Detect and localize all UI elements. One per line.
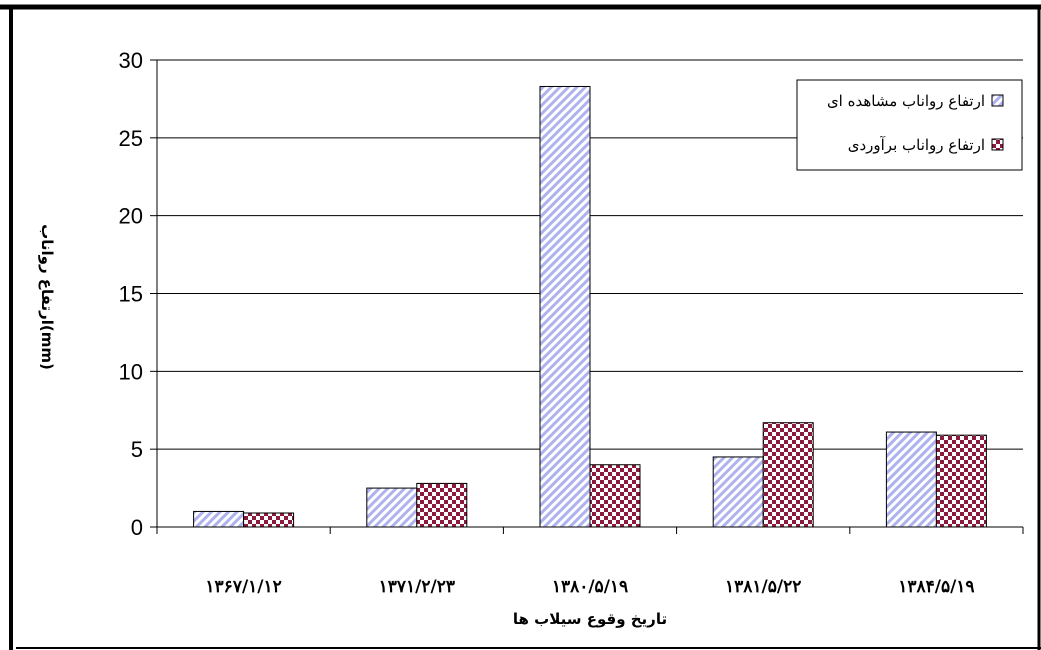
y-tick-label: 5 [131,437,143,462]
y-tick-label: 25 [119,126,143,151]
axes: 0 5 10 15 20 25 30 ۱۳۶۷/۱/۱۲ ۱۳۷۱/۲/۲۳ ۱۳۸۰/۵/۱۹ ۱… [119,48,1024,597]
bar-estimated [243,512,295,528]
bar-observed [885,431,937,528]
bars [193,85,987,528]
x-tick-label: ۱۳۸۰/۵/۱۹ [552,577,628,597]
legend-swatch-estimated [991,138,1004,151]
bar-observed [193,510,245,528]
bar-estimated [589,464,641,528]
y-tick-label: 10 [119,359,143,384]
y-tick-label: 0 [131,515,143,540]
legend-swatch-observed [991,94,1004,107]
legend-box [796,79,1023,171]
x-tick-label: ۱۳۶۷/۱/۱۲ [205,577,281,597]
y-tick-label: 20 [119,204,143,229]
bar-observed [539,85,591,528]
y-axis-title: ارتفاع رواناب(mm) [38,224,56,370]
y-tick-label: 30 [119,48,143,73]
legend: ارتفاع رواناب مشاهده ای ارتفاع رواناب بر… [796,79,1023,171]
y-tick-label: 15 [119,282,143,307]
legend-label-observed: ارتفاع رواناب مشاهده ای [827,92,985,110]
x-tick-label: ۱۳۸۱/۵/۲۲ [725,577,801,597]
bar-estimated [762,422,814,528]
x-tick-label: ۱۳۷۱/۲/۲۳ [379,577,455,597]
bar-estimated [935,434,987,528]
x-tick-label: ۱۳۸۴/۵/۱۹ [898,577,974,597]
bar-observed [712,456,764,528]
bar-observed [366,487,418,528]
x-axis-title: تاریخ وقوع سیلاب ها [513,610,667,628]
legend-label-estimated: ارتفاع رواناب برآوردی [848,136,985,154]
bar-estimated [416,482,468,528]
